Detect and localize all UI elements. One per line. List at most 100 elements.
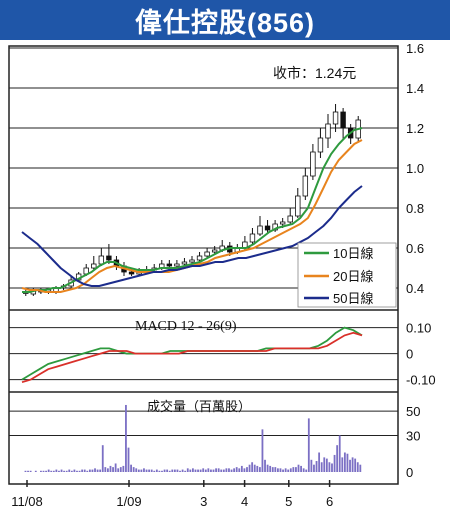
candle-body: [166, 263, 173, 267]
candlesticks: [23, 104, 361, 296]
volume-bar: [315, 461, 318, 472]
volume-bar: [171, 469, 174, 472]
date-tick-label: 11/08: [11, 494, 43, 509]
volume-bar: [310, 459, 313, 472]
volume-bar: [109, 465, 112, 472]
candle-body: [295, 195, 301, 217]
volume-bar: [228, 468, 230, 472]
volume-bar: [320, 462, 323, 472]
volume-bar: [137, 469, 140, 472]
volume-bar: [130, 464, 132, 472]
volume-bar: [125, 404, 127, 472]
candle-body: [189, 259, 195, 263]
volume-bar: [186, 468, 189, 472]
volume-bar: [91, 469, 94, 472]
candle-body: [204, 251, 210, 257]
candle-body: [310, 151, 316, 177]
volume-bar: [297, 464, 300, 472]
volume-bar: [318, 452, 321, 472]
volume-bar: [184, 470, 187, 472]
candle-body: [181, 261, 188, 265]
candle-body: [257, 225, 263, 235]
macd-title: MACD 12 - 26(9): [135, 319, 237, 334]
macd-tick-label: -0.10: [406, 373, 436, 388]
volume-bar: [328, 462, 331, 472]
volume-bar: [235, 467, 238, 472]
volume-bar: [78, 470, 81, 472]
volume-bar: [292, 467, 295, 472]
volume-bar: [359, 464, 362, 472]
volume-bar: [140, 469, 143, 472]
volume-bar: [40, 470, 42, 472]
volume-bar: [302, 468, 305, 472]
candle-body: [279, 221, 286, 225]
volume-bar: [307, 418, 310, 472]
volume-bar: [166, 469, 169, 472]
volume-bar: [99, 469, 102, 472]
volume-bar: [248, 464, 251, 472]
volume-bar: [238, 468, 241, 472]
volume-bar: [86, 470, 89, 472]
volume-bar: [70, 470, 73, 472]
volume-bar: [34, 470, 37, 472]
macd-axis: 0.10 0 -0.10: [406, 321, 436, 388]
volume-bar: [155, 469, 158, 472]
candle-body: [332, 111, 339, 125]
volume-bar: [287, 469, 290, 472]
volume-bar: [114, 463, 117, 472]
macd-lines: [21, 326, 363, 384]
volume-bar: [277, 468, 279, 472]
volume-bar: [305, 469, 308, 472]
volume-bar: [55, 469, 58, 472]
volume-bar: [210, 469, 212, 472]
candle-body: [317, 137, 324, 153]
volume-bar: [336, 445, 339, 472]
volume-axis: 50 30 0: [406, 404, 420, 480]
volume-bar: [279, 468, 282, 472]
volume-bar: [173, 469, 176, 472]
volume-tick-label: 30: [406, 428, 420, 443]
volume-bar: [354, 458, 357, 472]
volume-bar: [163, 469, 166, 472]
volume-bar: [212, 469, 215, 472]
volume-bar: [153, 470, 156, 472]
price-axis: 1.6 1.4 1.2 1.0 0.8 0.6 0.4: [406, 41, 424, 296]
volume-bar: [264, 459, 266, 472]
volume-bar: [253, 464, 256, 472]
candle-body: [325, 123, 331, 139]
volume-bar: [313, 464, 315, 472]
volume-gridlines: [9, 410, 398, 436]
date-tick-label: 1/09: [116, 494, 141, 509]
volume-bar: [112, 467, 114, 472]
price-legend: 10日線 20日線 50日線: [297, 242, 397, 308]
candle-body: [264, 225, 271, 231]
legend-label-ma20: 20日線: [333, 269, 373, 284]
date-tick-label: 4: [241, 494, 248, 509]
chart-area: 1.6 1.4 1.2 1.0 0.8 0.6 0.4 0.10 0 -0.10 50 30 0 收…: [8, 41, 436, 509]
moving-average-lines: [21, 127, 363, 293]
volume-bar: [58, 470, 60, 472]
volume-bar: [300, 465, 302, 472]
volume-bar: [269, 465, 272, 472]
volume-bar: [207, 468, 210, 472]
volume-bar: [119, 467, 122, 472]
volume-bar: [63, 470, 66, 472]
volume-bar: [145, 469, 148, 472]
volume-bar: [42, 470, 45, 472]
volume-bar: [65, 470, 68, 472]
date-tick-label: 3: [200, 494, 207, 509]
volume-bar: [284, 468, 287, 472]
price-tick-label: 1.0: [406, 161, 424, 176]
ma10-line: [22, 127, 363, 293]
volume-bar: [83, 469, 86, 472]
date-tick-label: 6: [326, 494, 333, 509]
candle-body: [174, 263, 180, 267]
volume-bar: [271, 467, 274, 472]
volume-bar: [27, 470, 29, 472]
volume-bar: [96, 469, 99, 472]
volume-bar: [104, 467, 107, 472]
volume-bar: [176, 469, 179, 472]
volume-bar: [220, 469, 223, 472]
volume-bar: [127, 447, 130, 472]
volume-bar: [331, 463, 333, 472]
